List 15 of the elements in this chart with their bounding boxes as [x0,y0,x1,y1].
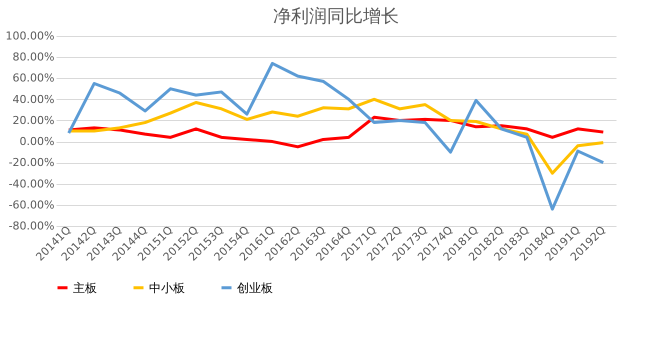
legend-label: 创业板 [237,280,273,295]
y-tick-label: -40.00% [8,177,54,190]
y-tick-label: -20.00% [8,156,54,170]
line-series [67,98,605,175]
y-tick-label: -60.00% [8,198,54,212]
legend-label: 中小板 [149,280,185,295]
y-tick-label: 20.00% [12,114,54,127]
line-series [67,62,605,211]
legend-label: 主板 [73,280,97,295]
y-tick-label: 40.00% [12,92,54,106]
y-tick-label: 0.00% [20,135,54,148]
y-tick-label: 100.00% [6,30,54,42]
y-tick-label: 60.00% [12,72,54,85]
chart-title: 净利润同比增长 [273,6,399,27]
y-tick-label: 80.00% [12,50,54,64]
